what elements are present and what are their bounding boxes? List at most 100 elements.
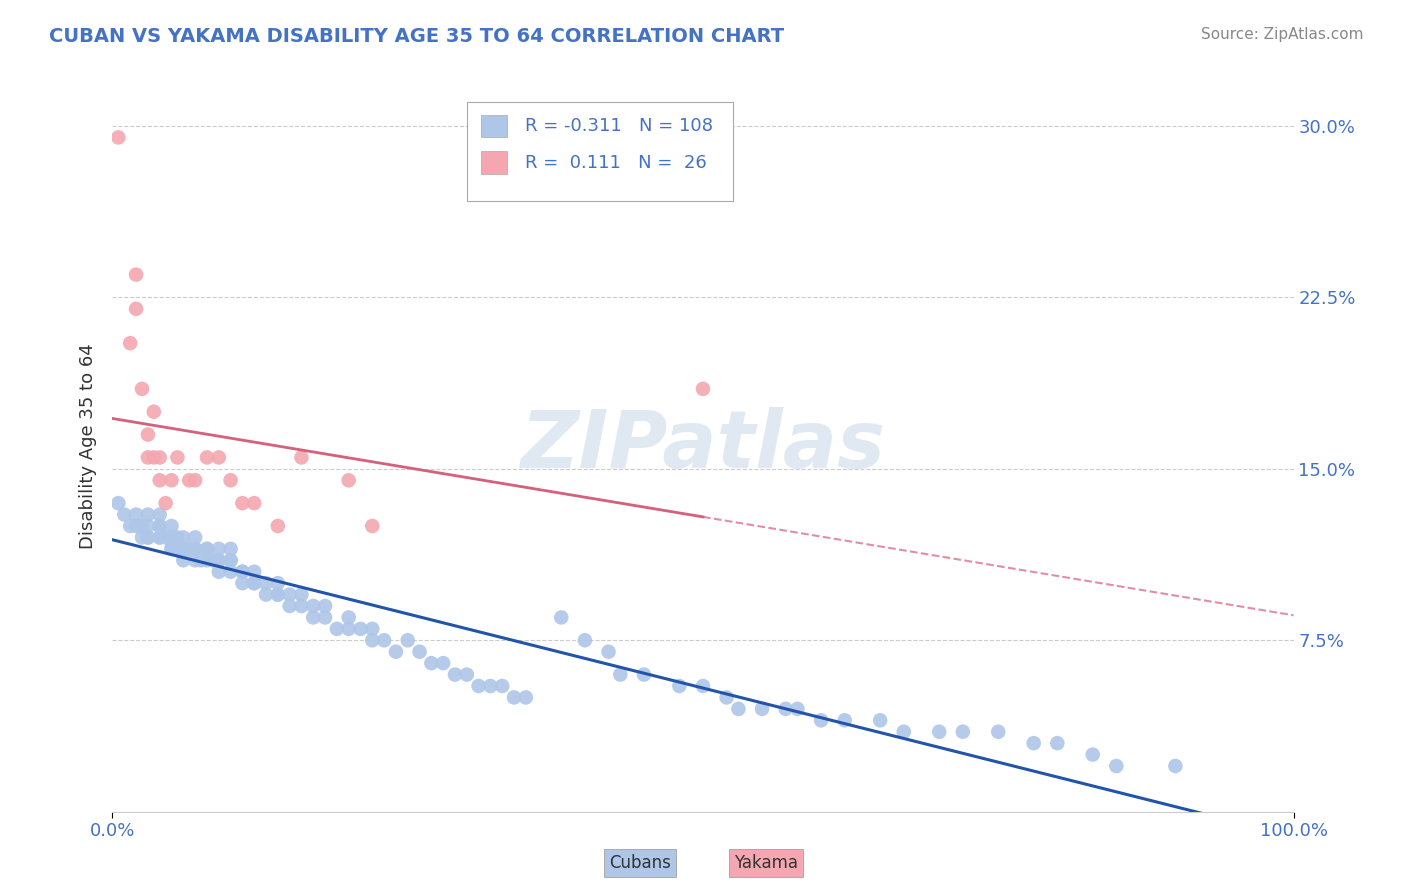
- Point: [201, 553, 224, 567]
- Point: [267, 576, 290, 591]
- Point: [515, 690, 537, 705]
- Point: [952, 724, 974, 739]
- Point: [668, 679, 690, 693]
- Point: [195, 450, 218, 465]
- Point: [160, 541, 183, 556]
- Point: [254, 588, 277, 602]
- Point: [1164, 759, 1187, 773]
- Point: [172, 541, 194, 556]
- Point: [786, 702, 808, 716]
- Point: [184, 541, 207, 556]
- Point: [136, 530, 159, 544]
- Point: [107, 496, 129, 510]
- Point: [125, 301, 148, 316]
- Y-axis label: Disability Age 35 to 64: Disability Age 35 to 64: [79, 343, 97, 549]
- Point: [267, 588, 290, 602]
- Point: [987, 724, 1010, 739]
- Point: [219, 541, 242, 556]
- Point: [125, 508, 148, 522]
- Point: [775, 702, 797, 716]
- Point: [314, 599, 336, 613]
- Point: [1081, 747, 1104, 762]
- Point: [598, 645, 620, 659]
- Point: [503, 690, 526, 705]
- Point: [208, 565, 231, 579]
- Point: [208, 450, 231, 465]
- Point: [716, 690, 738, 705]
- Text: Yakama: Yakama: [734, 855, 799, 872]
- Point: [166, 530, 188, 544]
- Point: [184, 541, 207, 556]
- Point: [834, 714, 856, 728]
- Text: ZIPatlas: ZIPatlas: [520, 407, 886, 485]
- Point: [349, 622, 371, 636]
- Point: [267, 588, 290, 602]
- Point: [231, 565, 253, 579]
- Point: [278, 588, 301, 602]
- Point: [219, 565, 242, 579]
- Point: [208, 553, 231, 567]
- Point: [125, 268, 148, 282]
- Point: [385, 645, 408, 659]
- Point: [727, 702, 749, 716]
- Point: [155, 530, 177, 544]
- Text: Cubans: Cubans: [609, 855, 671, 872]
- Point: [172, 553, 194, 567]
- Point: [290, 599, 312, 613]
- Point: [136, 519, 159, 533]
- Point: [131, 519, 153, 533]
- Bar: [481, 115, 508, 137]
- Point: [136, 427, 159, 442]
- Point: [208, 553, 231, 567]
- Point: [893, 724, 915, 739]
- Point: [172, 530, 194, 544]
- Point: [361, 622, 384, 636]
- Point: [155, 496, 177, 510]
- Point: [231, 576, 253, 591]
- Point: [131, 382, 153, 396]
- Point: [125, 519, 148, 533]
- Point: [120, 519, 142, 533]
- Point: [361, 633, 384, 648]
- Point: [184, 553, 207, 567]
- Point: [136, 508, 159, 522]
- Point: [219, 553, 242, 567]
- Point: [692, 382, 714, 396]
- Point: [326, 622, 349, 636]
- Point: [179, 541, 201, 556]
- Text: R = -0.311   N = 108: R = -0.311 N = 108: [524, 117, 713, 135]
- Point: [609, 667, 631, 681]
- Point: [160, 519, 183, 533]
- Point: [1046, 736, 1069, 750]
- Point: [149, 530, 172, 544]
- Point: [267, 519, 290, 533]
- Point: [456, 667, 478, 681]
- Point: [869, 714, 891, 728]
- Point: [166, 450, 188, 465]
- Point: [195, 553, 218, 567]
- FancyBboxPatch shape: [467, 103, 733, 201]
- Point: [337, 610, 360, 624]
- Point: [361, 519, 384, 533]
- Point: [149, 519, 172, 533]
- Point: [373, 633, 395, 648]
- Point: [290, 588, 312, 602]
- Point: [243, 565, 266, 579]
- Point: [107, 130, 129, 145]
- Point: [444, 667, 467, 681]
- Point: [166, 541, 188, 556]
- Point: [491, 679, 513, 693]
- Point: [432, 656, 454, 670]
- Point: [243, 576, 266, 591]
- Point: [574, 633, 596, 648]
- Point: [149, 530, 172, 544]
- Point: [479, 679, 502, 693]
- Point: [243, 496, 266, 510]
- Point: [149, 450, 172, 465]
- Point: [633, 667, 655, 681]
- Point: [149, 508, 172, 522]
- Point: [219, 473, 242, 487]
- Point: [195, 541, 218, 556]
- Point: [190, 553, 212, 567]
- Point: [1105, 759, 1128, 773]
